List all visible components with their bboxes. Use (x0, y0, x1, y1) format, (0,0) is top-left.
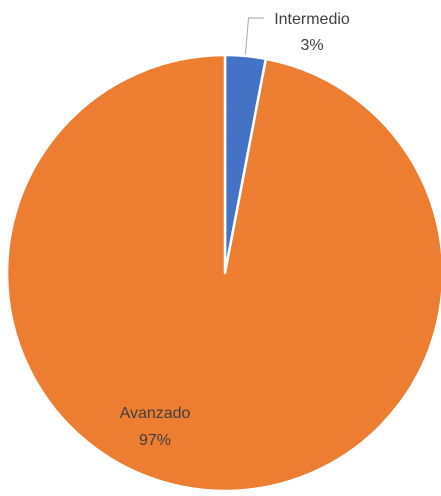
pie-slice-avanzado (5, 53, 441, 493)
data-label-avanzado-percent: 97% (139, 432, 171, 449)
data-label-avanzado-category: Avanzado (120, 405, 191, 422)
data-label-intermedio-category: Intermedio (274, 11, 350, 28)
leader-line-intermedio (245, 17, 264, 55)
data-label-intermedio-percent: 3% (300, 37, 323, 54)
